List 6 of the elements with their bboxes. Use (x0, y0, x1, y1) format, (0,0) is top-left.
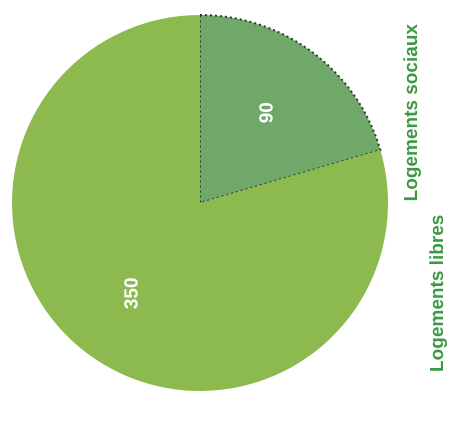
data-label: 90 (256, 102, 278, 124)
slice-label: Logements libres (427, 214, 448, 372)
slice-label: Logements sociaux (401, 24, 422, 202)
pie-slice (12, 15, 388, 391)
pie-slice (199, 14, 382, 204)
data-label: 350 (121, 277, 142, 310)
